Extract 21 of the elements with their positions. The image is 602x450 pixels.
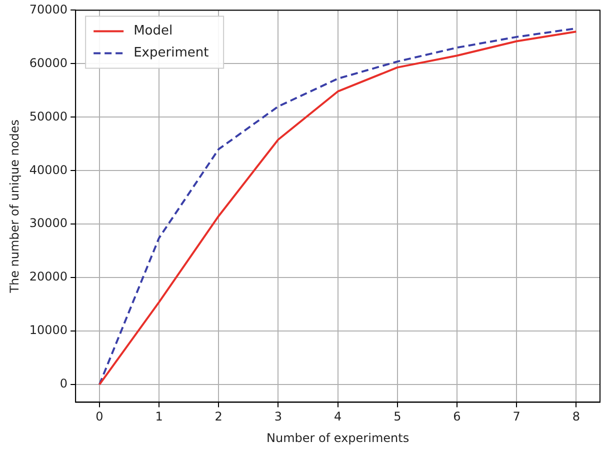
y-tick-label: 20000 (29, 270, 68, 284)
legend-label: Model (134, 24, 173, 39)
y-axis-title: The number of unique nodes (7, 120, 22, 294)
y-tick-label: 60000 (29, 56, 68, 70)
x-tick-label: 0 (96, 410, 104, 424)
x-tick-label: 5 (394, 410, 402, 424)
x-tick-label: 7 (512, 410, 520, 424)
y-tick-label: 50000 (29, 109, 68, 124)
x-tick-label: 6 (453, 410, 461, 424)
x-tick-label: 1 (155, 410, 163, 424)
y-tick-label: 10000 (29, 323, 68, 338)
x-tick-label: 8 (572, 410, 580, 424)
y-tick-label: 70000 (29, 2, 68, 16)
x-axis-title: Number of experiments (266, 430, 410, 445)
x-tick-label: 2 (214, 410, 222, 424)
x-tick-label: 3 (274, 410, 282, 424)
y-tick-label: 30000 (29, 216, 68, 230)
legend-label: Experiment (134, 46, 209, 61)
x-tick-label: 4 (334, 410, 342, 424)
y-tick-label: 40000 (29, 162, 68, 177)
y-tick-label: 0 (60, 376, 68, 391)
